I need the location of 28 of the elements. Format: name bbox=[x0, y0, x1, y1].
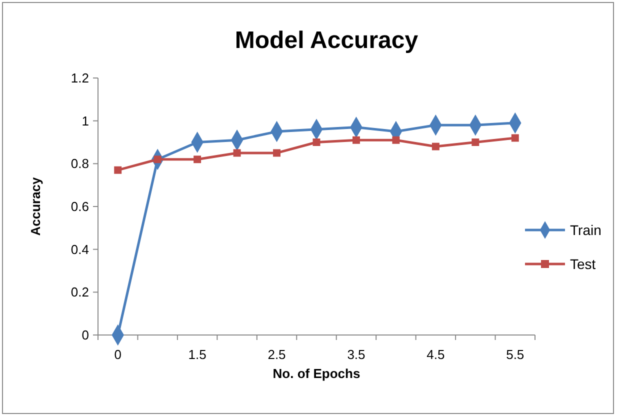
legend-label: Test bbox=[570, 256, 596, 272]
point bbox=[273, 149, 281, 157]
y-tick-label: 0.4 bbox=[70, 242, 89, 257]
x-axis-title: No. of Epochs bbox=[272, 366, 360, 381]
x-tick-label: 5.5 bbox=[506, 347, 524, 362]
point bbox=[114, 166, 122, 174]
point bbox=[392, 136, 400, 144]
x-tick-label: 2.5 bbox=[268, 347, 286, 362]
point bbox=[352, 136, 360, 144]
point bbox=[312, 138, 320, 146]
y-tick-label: 1 bbox=[82, 113, 89, 128]
chart-title: Model Accuracy bbox=[234, 27, 419, 54]
y-tick-label: 1.2 bbox=[70, 70, 89, 86]
y-tick-label: 0.6 bbox=[70, 199, 89, 214]
point bbox=[233, 149, 241, 157]
y-tick-label: 0.2 bbox=[70, 284, 89, 300]
legend-label: Train bbox=[570, 222, 602, 238]
point bbox=[511, 134, 519, 142]
point bbox=[194, 156, 202, 164]
point bbox=[432, 142, 440, 150]
x-tick-label: 0 bbox=[114, 347, 122, 362]
x-tick-label: 3.5 bbox=[347, 347, 366, 362]
y-tick-label: 0 bbox=[82, 328, 89, 343]
point bbox=[472, 138, 480, 146]
x-tick-label: 4.5 bbox=[426, 347, 445, 362]
y-tick-label: 0.8 bbox=[70, 156, 89, 172]
x-tick-label: 1.5 bbox=[188, 347, 206, 362]
y-axis-title: Accuracy bbox=[28, 176, 43, 236]
